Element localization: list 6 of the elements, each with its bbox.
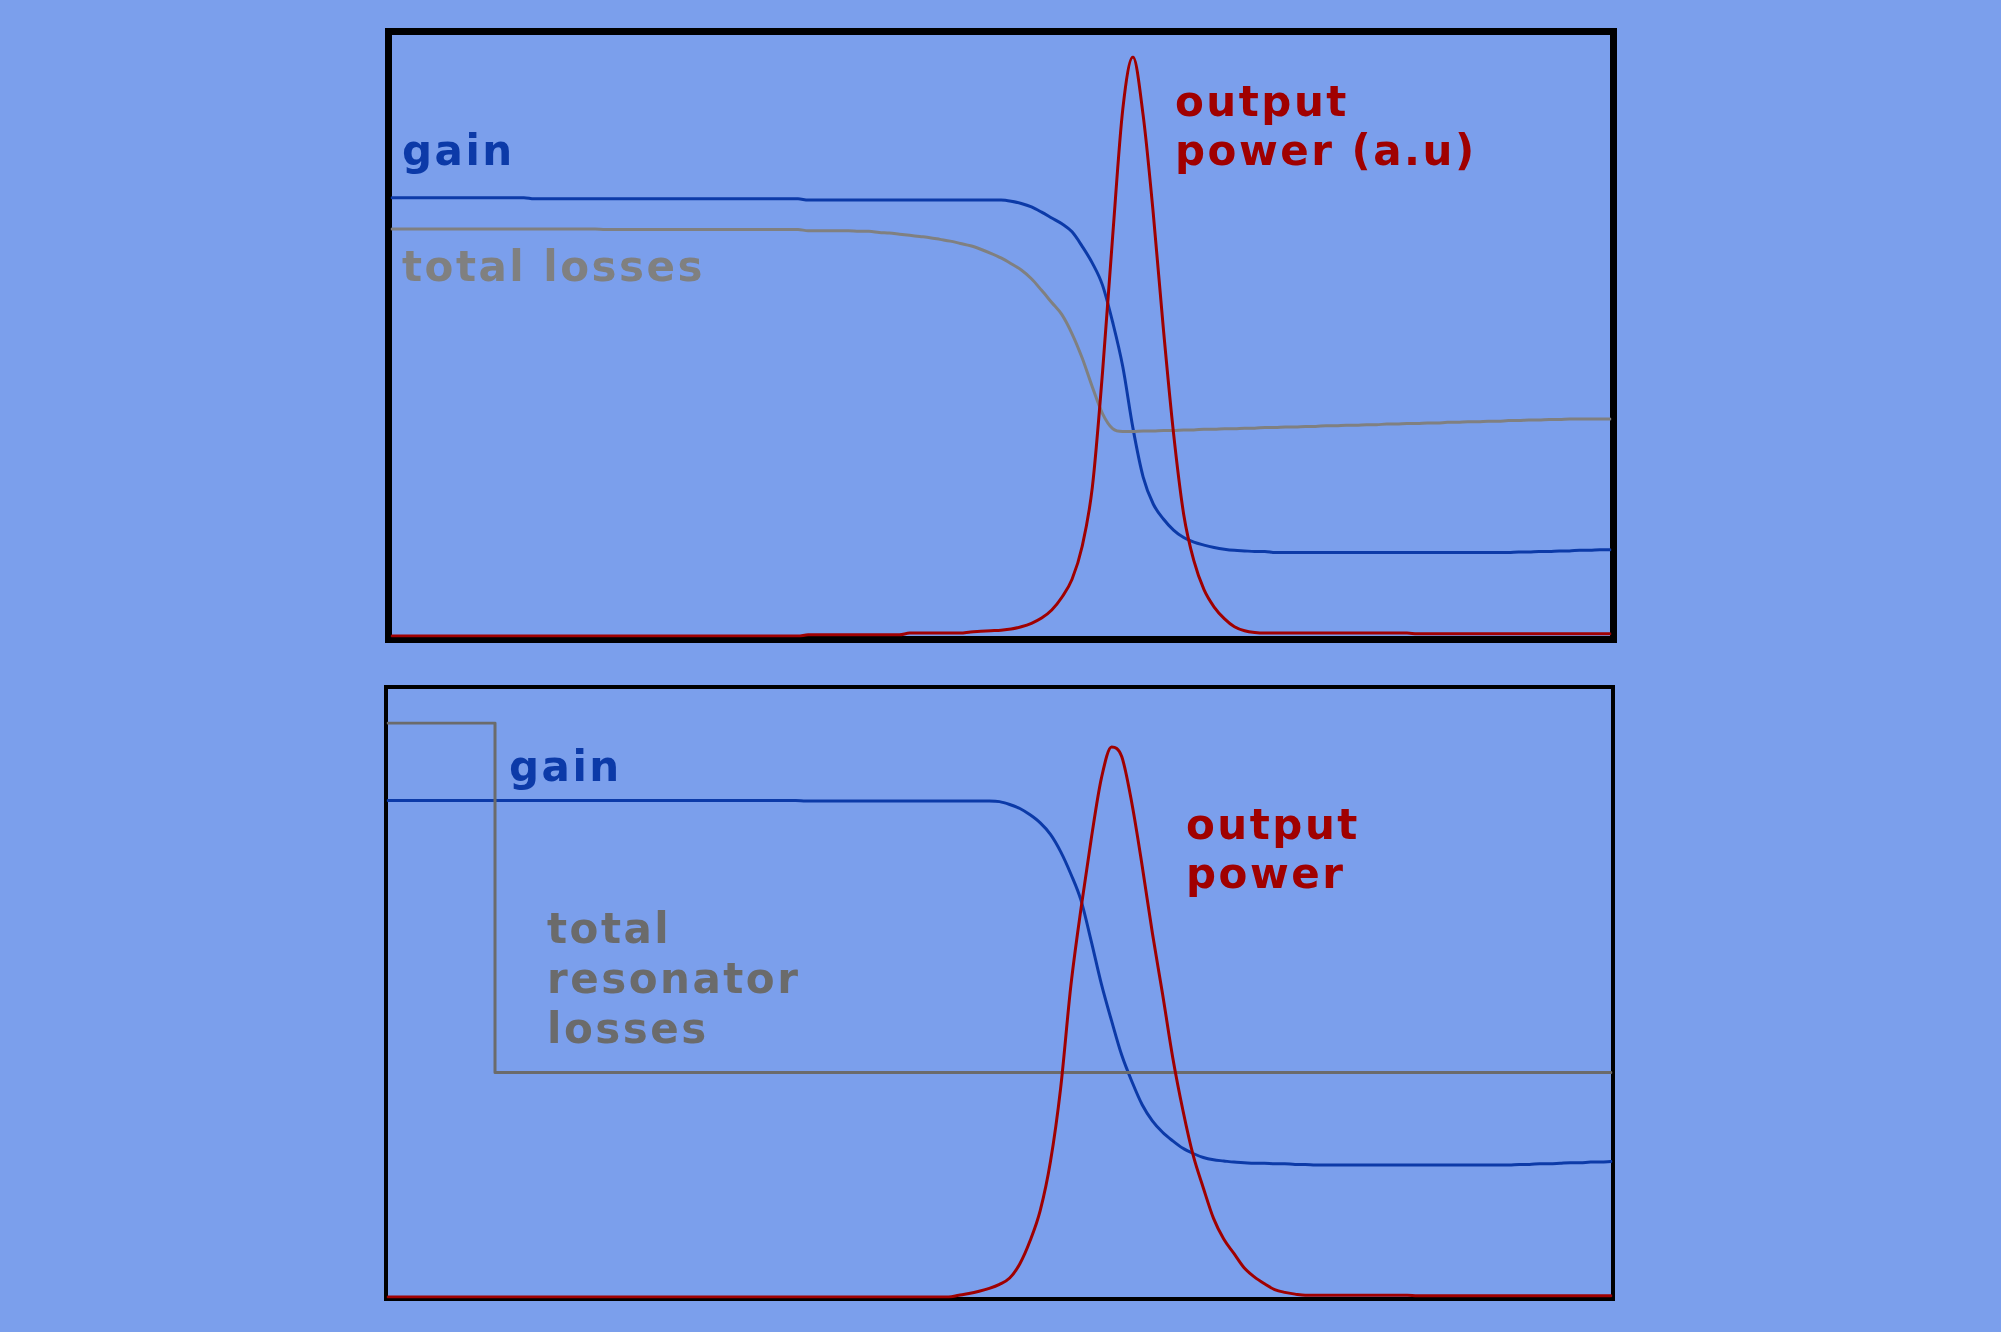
series-label: gain <box>509 742 622 791</box>
series-label: total losses <box>402 242 706 291</box>
series-label: gain <box>402 126 515 175</box>
series-label: total resonator losses <box>547 904 801 1054</box>
series-label: output power (a.u) <box>1175 77 1477 175</box>
series-label: output power <box>1186 800 1360 898</box>
